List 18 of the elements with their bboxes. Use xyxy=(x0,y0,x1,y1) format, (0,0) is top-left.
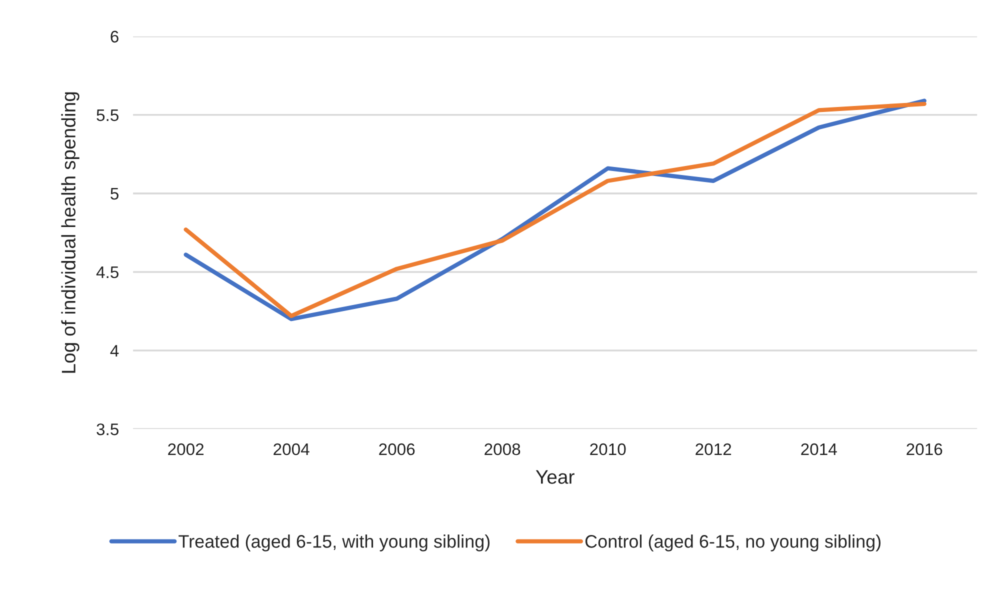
y-tick-label: 5.5 xyxy=(96,109,118,122)
x-tick-label: 2004 xyxy=(274,443,310,456)
x-tick-label: 2012 xyxy=(696,443,732,456)
x-tick-label: 2006 xyxy=(379,443,415,456)
x-tick-label: 2010 xyxy=(590,443,626,456)
x-tick-label: 2016 xyxy=(906,443,942,456)
y-tick-label: 4.5 xyxy=(96,266,118,278)
x-tick-label: 2002 xyxy=(168,443,204,456)
y-tick-label: 3.5 xyxy=(96,423,118,436)
y-tick-label: 5 xyxy=(110,188,118,200)
legend-label: Treated (aged 6-15, with young sibling) xyxy=(178,534,490,552)
x-axis-title: Year xyxy=(536,470,574,484)
y-tick-label: 6 xyxy=(110,30,118,43)
x-tick-label: 2014 xyxy=(801,443,837,456)
x-tick-label: 2008 xyxy=(484,443,520,456)
y-axis-title: Log of individual health spending xyxy=(61,92,80,373)
y-tick-label: 4 xyxy=(110,345,119,357)
legend-label: Control (aged 6-15, no young sibling) xyxy=(585,534,881,552)
